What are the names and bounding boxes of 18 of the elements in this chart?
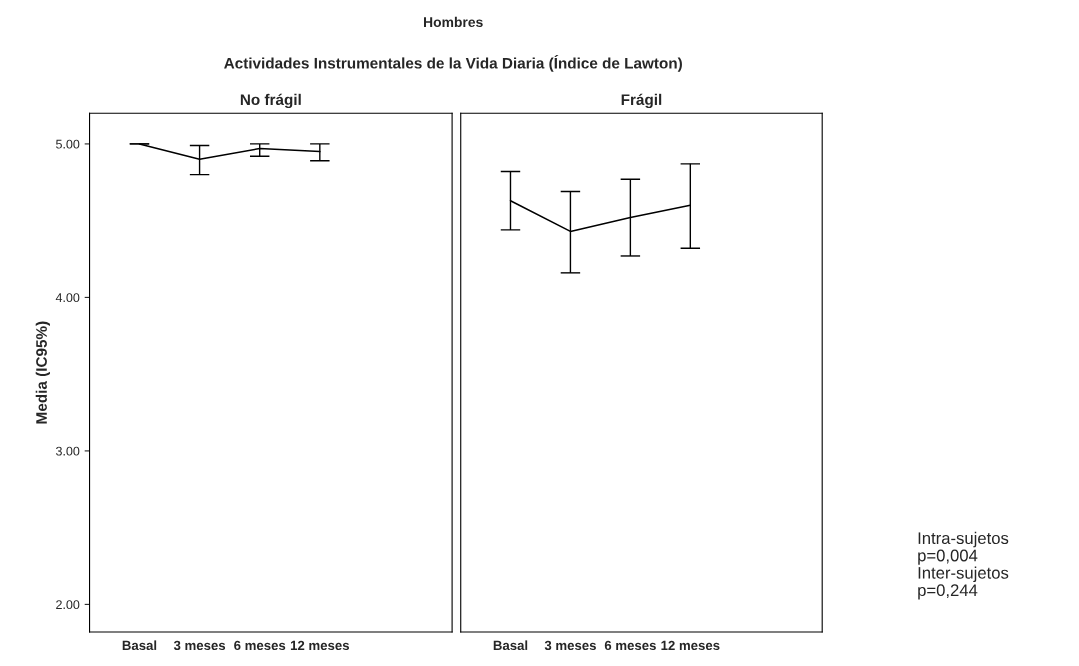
text: Hombres bbox=[424, 16, 483, 28]
y-tick-label: 3.00 bbox=[55, 446, 80, 456]
y-tick-label: 5.00 bbox=[56, 139, 80, 149]
x-tick-label: Basal bbox=[493, 640, 528, 651]
x-tick-label: 12 meses bbox=[661, 640, 720, 651]
x-tick-label: 3 meses bbox=[544, 640, 596, 651]
chart-title: No frágil bbox=[240, 93, 301, 109]
x-tick-label: Basal bbox=[122, 640, 157, 651]
y-axis-title: Media (IC95%) bbox=[35, 321, 50, 424]
x-tick-label: 6 meses bbox=[604, 640, 656, 651]
x-tick-label: 12 meses bbox=[290, 640, 349, 651]
chart-title: Frágil bbox=[621, 93, 662, 109]
text: Intra-sujetos p=0,004 Inter-sujetos p=0,244 bbox=[918, 531, 1009, 600]
x-tick-label: 6 meses bbox=[234, 640, 286, 651]
y-tick-label: 4.00 bbox=[55, 293, 80, 303]
y-tick-label: 2.00 bbox=[56, 600, 80, 610]
text: Actividades Instrumentales de la Vida Diaria (Índice de Lawton) bbox=[224, 54, 682, 72]
x-tick-label: 3 meses bbox=[173, 640, 226, 651]
